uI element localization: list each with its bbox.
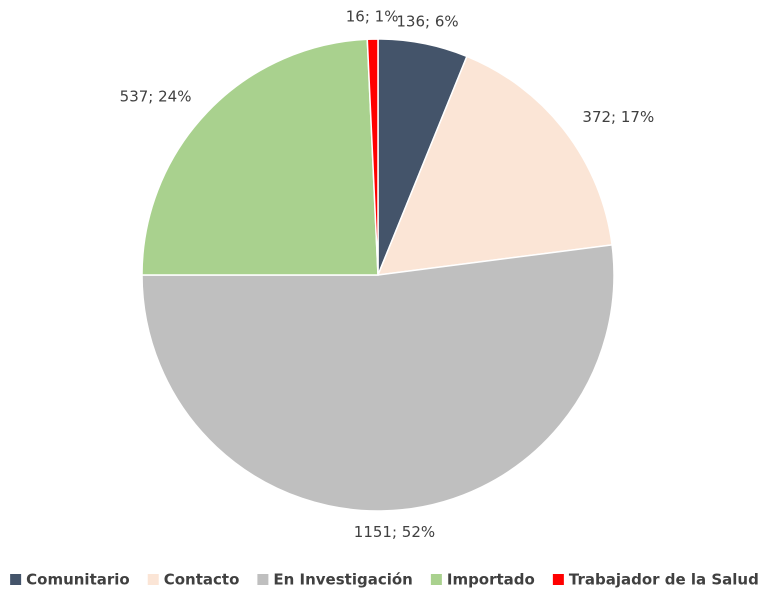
pie-slice — [141, 244, 615, 512]
legend-swatch — [10, 574, 22, 585]
data-label: 372; 17% — [582, 108, 654, 126]
legend-label: Comunitario — [26, 571, 130, 589]
legend-swatch — [552, 574, 564, 585]
legend-label: Contacto — [164, 571, 240, 589]
legend-swatch — [257, 574, 269, 585]
legend-swatch — [147, 574, 159, 585]
data-label: 1151; 52% — [354, 523, 435, 541]
legend-label: En Investigación — [273, 571, 412, 589]
pie-slice — [366, 38, 379, 276]
legend-label: Trabajador de la Salud — [569, 571, 759, 589]
data-label: 136; 6% — [396, 12, 458, 30]
pie-slice — [141, 38, 379, 276]
pie-slice — [376, 55, 613, 276]
data-label: 537; 24% — [120, 87, 192, 105]
data-label: 16; 1% — [346, 8, 399, 26]
legend-label: Importado — [447, 571, 535, 589]
legend-swatch — [430, 574, 442, 585]
